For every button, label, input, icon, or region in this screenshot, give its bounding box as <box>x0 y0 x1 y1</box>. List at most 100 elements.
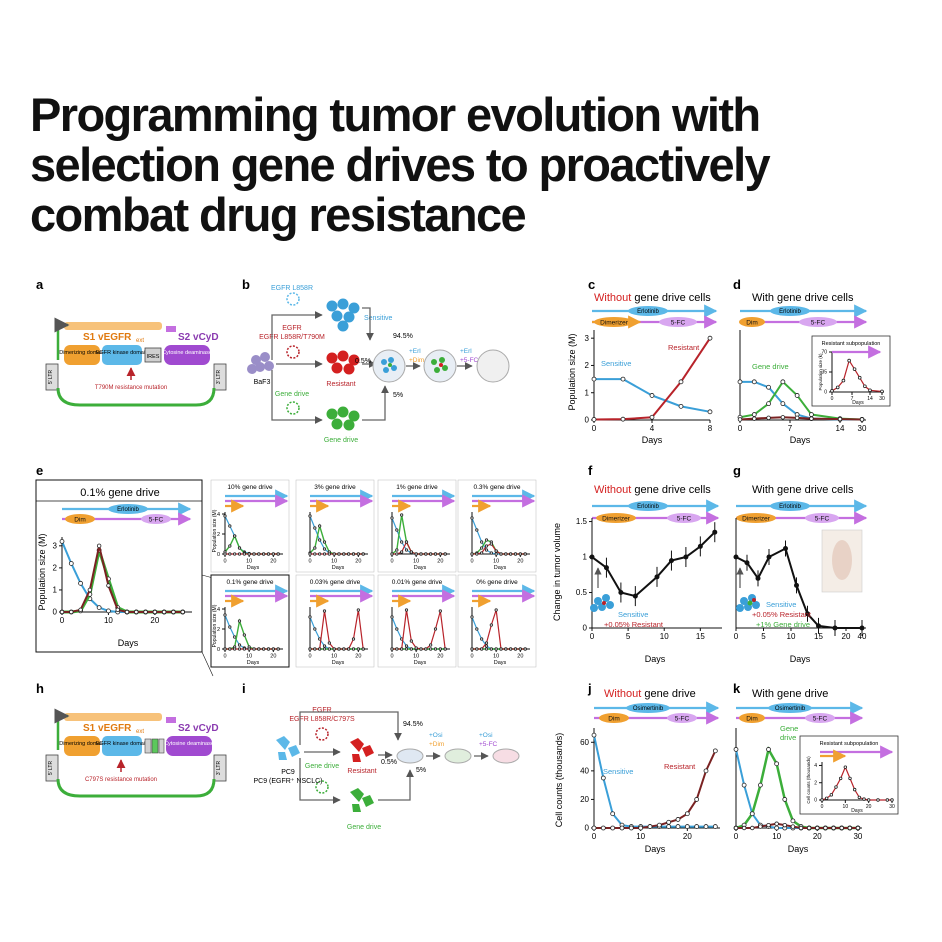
sensitive-k-point <box>741 782 747 788</box>
panel-b: b EGFR L858R EGFR EGFR L858R/T790M Gene … <box>242 277 510 444</box>
gene-drive-cells-icon <box>326 406 360 431</box>
cell-icon <box>752 601 760 609</box>
y-tick-label: 4 <box>814 763 817 769</box>
cell-icon <box>736 604 744 612</box>
resistant-k-point <box>839 825 844 831</box>
sensitive-k-point <box>774 825 780 831</box>
small-ylabel: Population size (M) <box>212 604 218 647</box>
small-resistant-point <box>337 552 341 556</box>
sensitive-j-point <box>591 732 597 738</box>
small-resistant-point <box>318 647 322 651</box>
small-sensitive-point <box>223 613 227 617</box>
resistant-k-point <box>790 824 796 829</box>
y-axis-title-f: Change in tumor volume <box>552 523 562 621</box>
tumor-volume-point-g <box>859 625 865 631</box>
pct-5-i: 5% <box>416 767 426 774</box>
x-axis-title-c: Days <box>642 435 663 445</box>
y-tick-label: 0.5 <box>576 588 588 597</box>
resistant-j-point <box>600 825 606 831</box>
osi-label-2: +Osi <box>479 732 493 739</box>
pct-5: 5% <box>393 392 403 399</box>
pc9-label: PC9 (EGFR⁺ NSCLC) <box>253 778 322 785</box>
resistant-d-point <box>752 416 757 421</box>
resistant-j-point <box>666 819 672 825</box>
legend-gene-drive-g: +1% Gene drive <box>756 620 810 629</box>
sensitive-j-point <box>675 824 681 829</box>
small-chart: 1% gene drive 0 10 20 Days <box>377 479 457 573</box>
cell-icon <box>590 604 598 612</box>
small-chart: 0% gene drive 0 10 20 Days <box>457 574 537 668</box>
fc-label-i: +5-FC <box>479 741 498 748</box>
small-resistant-point <box>480 647 484 651</box>
small-resistant-point <box>400 550 404 554</box>
small-sensitive-point <box>322 547 327 551</box>
x-tick-label: 0 <box>734 832 739 841</box>
panel-label-f: f <box>588 463 593 478</box>
tumor-volume-point-g <box>783 546 788 552</box>
small-chart-title: 0.03% gene drive <box>310 579 361 586</box>
baf3-cells-icon <box>247 352 274 374</box>
resistant-j-line <box>594 750 717 829</box>
resistant-d-point <box>859 417 865 422</box>
inset-xlabel-d: Days <box>852 400 864 406</box>
resistant-j-point <box>610 825 616 831</box>
small-resistant-point <box>509 552 513 556</box>
gene-drive-k-point <box>749 811 755 817</box>
resistant-j-point <box>694 797 700 802</box>
y-tick-label: 0 <box>585 824 590 833</box>
small-resistant-point <box>271 647 275 651</box>
resistant-cells-icon <box>326 350 360 375</box>
tumor-volume-line-f <box>591 531 716 598</box>
small-resistant-point <box>438 552 442 556</box>
small-sensitive-point <box>395 528 399 532</box>
small-gene-drive-point <box>356 647 360 651</box>
small-gene-drive-point <box>322 540 327 544</box>
small-resistant-point <box>523 552 527 556</box>
small-chart-title: 0.3% gene drive <box>474 484 521 491</box>
pct-05: 0.5% <box>355 358 371 365</box>
x-tick-label: 10 <box>246 654 252 660</box>
x-tick-label: 0 <box>590 632 595 641</box>
sensitive-c-point <box>591 376 597 382</box>
small-resistant-point <box>429 643 433 647</box>
s1-subscript: ext <box>136 338 144 344</box>
resistant-c-point <box>678 379 684 385</box>
small-gene-drive-point <box>484 647 489 651</box>
x-tick-label: 0 <box>470 559 473 565</box>
small-resistant-point <box>247 552 251 556</box>
small-sensitive-point <box>223 514 227 518</box>
fc-pill-label: 5-FC <box>671 320 686 327</box>
tumor-volume-point-f <box>668 558 674 564</box>
resistant-c-point <box>591 417 597 422</box>
cell-icon <box>602 601 606 605</box>
empty-dish-icon <box>476 349 510 383</box>
sensitive-c-point <box>649 393 655 398</box>
osimertinib-label-j: Osimertinib <box>633 706 664 712</box>
tumor-volume-point-g <box>755 575 761 581</box>
ltr5-label-h: 5' LTR <box>48 761 54 776</box>
erlotinib-pill-e <box>108 504 148 514</box>
small-resistant-point <box>276 552 280 556</box>
inset-resistant-d-point <box>852 367 857 371</box>
erlotinib-pill-g <box>770 501 810 511</box>
y-tick-label: 0 <box>814 798 817 804</box>
merge-arrow-bottom-i <box>378 769 414 801</box>
resistant-e-point <box>171 609 176 615</box>
inset-resistant-k-point <box>857 795 862 800</box>
tumor-volume-point-g <box>805 611 810 617</box>
small-xlabel: Days <box>494 565 507 571</box>
cell-icon <box>752 598 756 602</box>
small-xlabel: Days <box>494 660 507 666</box>
small-resistant-point <box>347 647 351 651</box>
virus-icon-resistant <box>286 345 300 359</box>
x-tick-label: 20 <box>813 832 822 841</box>
small-resistant-point <box>223 552 227 556</box>
dimerizing-label-h: Dimerizing domain <box>59 741 105 747</box>
small-resistant-point <box>233 647 237 651</box>
small-xlabel: Days <box>414 565 427 571</box>
s1-subscript-h: ext <box>136 729 144 735</box>
small-chart: 0.1% gene drive 0 10 20 0 2 4 Days Population si… <box>210 574 290 668</box>
resistant-j-point <box>712 748 718 754</box>
panel-h: h S1 vEGFR ext S2 vCyD Dimerizing domain… <box>36 681 227 798</box>
